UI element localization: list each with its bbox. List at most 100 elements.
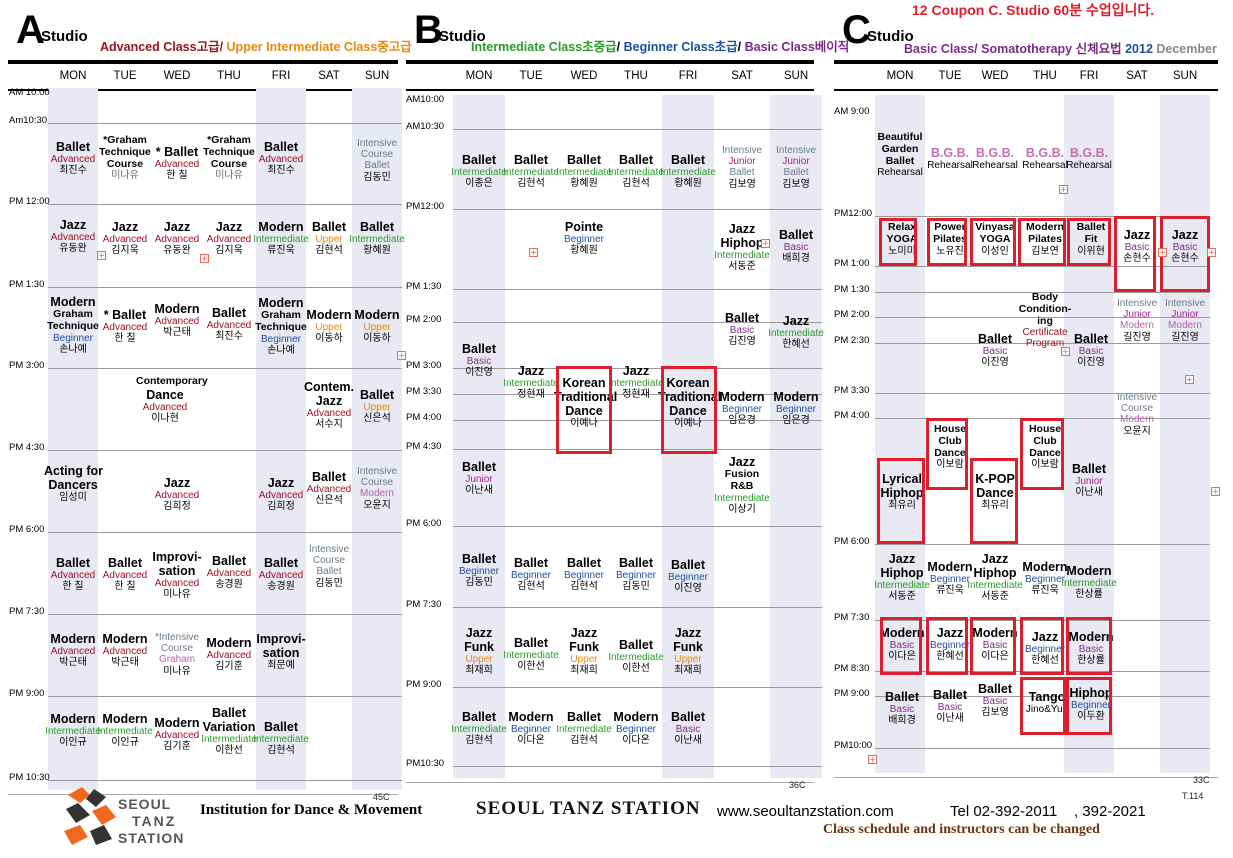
class-line: Advanced [206, 650, 252, 661]
time-gridline [875, 748, 1210, 749]
time-label: PM12:00 [406, 201, 445, 212]
class-line: 김현석 [465, 735, 493, 747]
class-line: Ballet [461, 710, 497, 724]
day-header-thu: THU [1033, 70, 1057, 82]
class-line: 미나유 [163, 589, 191, 601]
class-line: Basic [729, 325, 755, 336]
time-gridline [875, 544, 1210, 545]
class-line: Modern [306, 308, 352, 322]
class-line: YOGA [886, 232, 918, 245]
class-line: 한혜선 [936, 651, 964, 663]
class-line: Jazz [782, 314, 810, 328]
class-line: Ballet [263, 720, 299, 734]
class-line: Acting for [44, 464, 104, 478]
day-header-mon: MON [59, 70, 87, 82]
class-line: Intermediate [967, 580, 1023, 591]
class-line: Improvi- [256, 632, 306, 646]
class-line: Modern [1022, 560, 1068, 574]
class-line: Jazz [728, 455, 756, 469]
class-line: 김현석 [517, 178, 545, 190]
class-line: Beginner [563, 570, 605, 581]
class-line: 박근태 [59, 657, 87, 669]
class-line: Modern [258, 296, 304, 310]
class-line: 한 칠 [114, 581, 136, 593]
class-line: Garden [881, 142, 919, 155]
class-line: * Ballet [155, 145, 199, 159]
plus-marker-icon: + [1059, 185, 1068, 194]
class-cell: Ballet Basic 김보영 [966, 682, 1024, 718]
time-gridline [875, 343, 1210, 344]
class-cell: Modern Beginner 임은경 [712, 390, 772, 426]
time-gridline [453, 449, 822, 450]
class-line: 최진수 [59, 165, 87, 177]
class-line: Ballet [211, 706, 247, 720]
class-cell: House Club Dance 이보람 [1016, 423, 1074, 470]
class-line: 신은석 [363, 413, 391, 425]
class-line: 길진영 [1123, 331, 1151, 343]
time-gridline [48, 614, 402, 615]
class-line: Pilates [933, 232, 967, 245]
class-cell: Ballet Junior 이난새 [1060, 462, 1118, 498]
class-cell: Jazz Advanced 김희정 [148, 476, 206, 512]
class-cell: Modern Basic 한상률 [1062, 630, 1120, 666]
class-line: Modern [154, 302, 200, 316]
class-line: Modern [1120, 414, 1154, 426]
class-line: Beginner [563, 234, 605, 245]
class-line: 정현재 [622, 389, 650, 401]
class-cell: Modern Advanced 박근태 [44, 632, 102, 668]
class-line: 이성인 [981, 245, 1009, 257]
day-header-sun: SUN [1172, 70, 1198, 82]
class-line: Dance [669, 404, 707, 418]
class-line: 김희정 [163, 501, 191, 513]
class-line: Course [360, 477, 394, 489]
class-line: 이위현 [1077, 245, 1105, 257]
class-line: Advanced [102, 322, 148, 333]
time-gridline [875, 216, 1210, 217]
class-line: Ballet [461, 552, 497, 566]
class-line: Technique [203, 145, 255, 158]
class-line: *Graham [103, 134, 147, 146]
class-cell: Jazz Beginner 한혜선 [921, 626, 979, 662]
seoul-tanz-station-logo-icon [64, 787, 116, 845]
class-line: Ballet [783, 167, 809, 179]
class-line: 이두환 [1077, 711, 1105, 723]
class-line: 이종은 [465, 178, 493, 190]
class-line: 김희정 [267, 501, 295, 513]
class-line: Jazz [315, 394, 343, 408]
class-cell: Intensive Junior Ballet 김보영 [712, 145, 772, 190]
class-line: Intensive [308, 544, 350, 555]
class-cell: Ballet Junior 이난새 [449, 460, 509, 496]
class-line: 이보람 [936, 459, 964, 471]
page-number: 36C [789, 780, 806, 790]
class-line: Basic [466, 356, 492, 367]
class-line: 이난새 [936, 713, 964, 725]
class-line: 송경원 [267, 581, 295, 593]
time-label: PM 9:00 [9, 688, 45, 699]
class-line: Program [1025, 338, 1065, 350]
class-cell: Ballet Advanced 최진수 [200, 306, 258, 342]
class-line: 이진영 [674, 583, 702, 595]
class-line: Course [210, 157, 248, 170]
class-line: Intermediate [451, 724, 507, 735]
class-line: Upper [315, 322, 343, 333]
class-line: Intermediate [874, 580, 930, 591]
class-line: Intensive [1164, 298, 1206, 309]
class-line: 한 칠 [62, 581, 84, 593]
logo-text: SEOUL TANZ STATION [118, 796, 184, 847]
time-label: PM 4:00 [406, 412, 442, 423]
class-cell: K-POP Dance 최유리 [966, 472, 1024, 511]
class-line: 유동완 [163, 245, 191, 257]
class-line: Advanced [258, 490, 304, 501]
time-label: PM 6:00 [834, 536, 870, 547]
class-line: 서동준 [981, 591, 1009, 603]
class-line: 최재희 [570, 665, 598, 677]
class-line: 미나유 [111, 170, 139, 182]
highlight-box [1020, 617, 1064, 675]
time-label: PM 3:00 [406, 360, 442, 371]
class-cell: Intensive Course Modern 오윤지 [1108, 392, 1166, 437]
class-line: Intermediate [556, 724, 612, 735]
class-line: 한상률 [1077, 655, 1105, 667]
class-cell: Ballet Basic 이난새 [658, 710, 718, 746]
class-line: 김현석 [570, 735, 598, 747]
class-line: 김보영 [782, 178, 810, 190]
